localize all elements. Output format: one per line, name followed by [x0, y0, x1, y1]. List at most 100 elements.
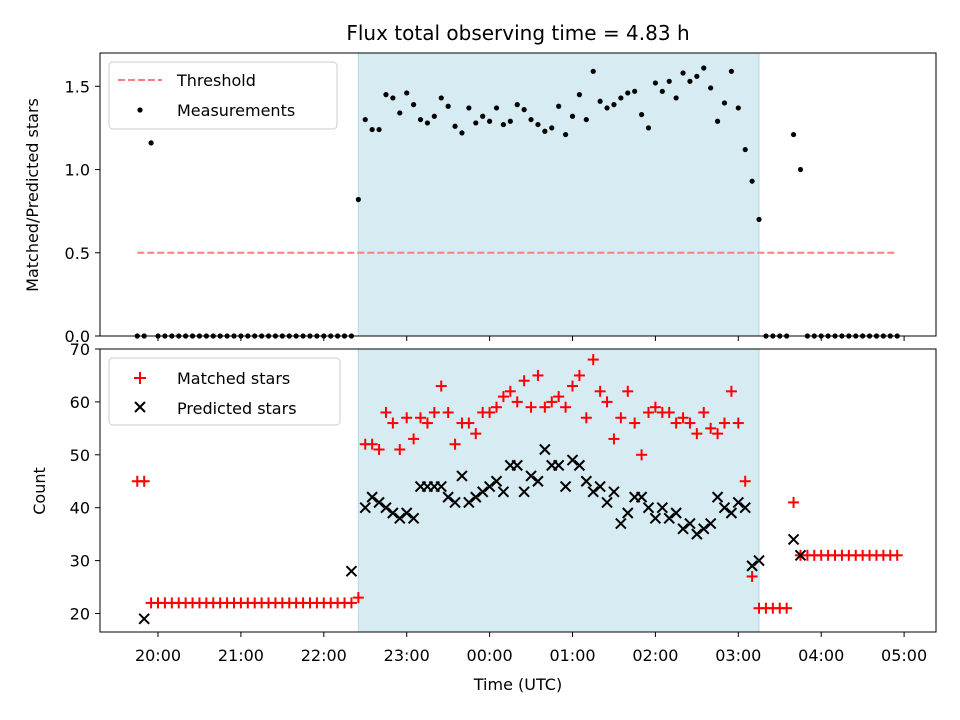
measurement-point: [148, 140, 154, 146]
predicted-star-point: [794, 549, 807, 562]
measurement-point: [611, 102, 617, 108]
matched-star-point: [504, 385, 516, 397]
predicted-star-point: [539, 443, 551, 456]
matched-star-point: [705, 422, 717, 434]
matched-star-point: [532, 369, 544, 381]
predicted-star-point: [435, 480, 447, 493]
matched-star-point: [649, 401, 661, 413]
measurements-legend-label: Measurements: [177, 101, 295, 120]
matched-star-point: [421, 417, 433, 429]
matched-star-point: [608, 433, 620, 445]
flux-ratio-x-ticks: [157, 336, 905, 341]
measurement-point: [742, 146, 748, 153]
matched-star-point: [366, 438, 378, 450]
star-count-y-axis-title: Count: [30, 467, 49, 515]
threshold-legend-label: Threshold: [176, 71, 256, 90]
measurement-point: [417, 116, 424, 123]
measurement-point: [569, 113, 576, 119]
predicted-star-point: [615, 517, 627, 530]
y-tick-label: 40: [70, 499, 90, 518]
predicted-star-point: [684, 517, 696, 530]
predicted-star-point: [566, 454, 579, 466]
measurement-point: [583, 116, 589, 123]
measurement-point: [562, 131, 569, 138]
measurement-point: [535, 121, 541, 128]
predicted-star-point: [580, 475, 593, 487]
matched-stars-legend-marker: [134, 372, 146, 384]
predicted-star-point: [587, 486, 599, 498]
predicted-star-point: [407, 512, 420, 524]
measurement-point: [645, 125, 652, 131]
star-count-x-axis-title: Time (UTC): [473, 675, 562, 694]
measurement-point: [604, 105, 610, 111]
measurement-point: [362, 116, 368, 123]
predicted-star-point: [400, 507, 413, 519]
measurement-point: [542, 128, 548, 134]
predicted-star-point: [373, 496, 385, 509]
predicted-star-point: [449, 496, 461, 509]
matched-star-point: [684, 417, 696, 429]
predicted-star-point: [511, 459, 523, 472]
measurement-point: [376, 126, 382, 133]
matched-star-point: [739, 475, 751, 487]
matched-star-point: [560, 401, 572, 413]
measurement-point: [666, 78, 672, 84]
predicted-star-point: [470, 491, 482, 503]
predicted-star-point: [442, 491, 454, 503]
predicted-star-point: [622, 507, 634, 519]
y-tick-label: 70: [70, 340, 90, 359]
measurement-point: [424, 120, 431, 126]
matched-star-point: [698, 406, 710, 418]
measurement-point: [452, 123, 458, 129]
y-tick-label: 60: [70, 393, 90, 412]
predicted-star-point: [649, 512, 662, 524]
predicted-star-point: [345, 565, 358, 577]
predicted-star-point: [601, 496, 613, 509]
flux-ratio-data-layer: [134, 65, 900, 339]
matched-star-point: [636, 449, 648, 461]
matched-star-point: [518, 375, 530, 387]
measurement-point: [355, 196, 361, 203]
flux-ratio-legend-box: [108, 61, 338, 130]
predicted-star-point: [663, 512, 675, 524]
measurement-point: [404, 90, 410, 96]
star-count-x-axis: 20:00 21:00 22:00 23:00 00:00 01:00 02:00 03:00…: [135, 632, 927, 665]
predicted-star-point: [698, 523, 710, 535]
matched-star-point: [442, 406, 454, 418]
predicted-star-point: [739, 501, 751, 514]
matched-star-point: [567, 380, 578, 392]
predicted-star-point: [380, 501, 392, 514]
measurement-point: [708, 85, 714, 91]
predicted-star-point: [732, 496, 745, 509]
matched-star-point: [718, 417, 730, 429]
measurement-point: [790, 131, 797, 138]
predicted-star-point: [552, 459, 565, 472]
measurement-point: [521, 107, 527, 113]
predicted-star-point: [718, 501, 731, 514]
predicted-star-point: [366, 491, 378, 503]
matched-star-point: [463, 417, 475, 429]
x-tick-label: 02:00: [632, 646, 678, 665]
measurement-point: [721, 100, 728, 106]
matched-star-point: [573, 369, 585, 381]
matched-star-point: [387, 417, 399, 429]
x-tick-label: 21:00: [218, 646, 264, 665]
measurement-point: [514, 102, 520, 108]
predicted-star-point: [525, 470, 537, 482]
matched-star-point: [435, 380, 447, 392]
matched-star-point: [788, 496, 800, 508]
measurement-point: [673, 95, 679, 101]
predicted-star-point: [704, 517, 717, 530]
measurement-point: [618, 95, 624, 101]
matched-star-point: [732, 417, 744, 429]
predicted-star-point: [635, 491, 648, 503]
measurement-point: [687, 78, 693, 84]
predicted-star-point: [456, 470, 468, 482]
x-tick-label: 01:00: [549, 646, 595, 665]
matched-star-point: [525, 401, 537, 413]
measurement-point: [528, 116, 534, 123]
matched-star-point: [677, 412, 689, 424]
measurement-point: [480, 113, 486, 119]
observing-window-shading: [357, 52, 760, 337]
